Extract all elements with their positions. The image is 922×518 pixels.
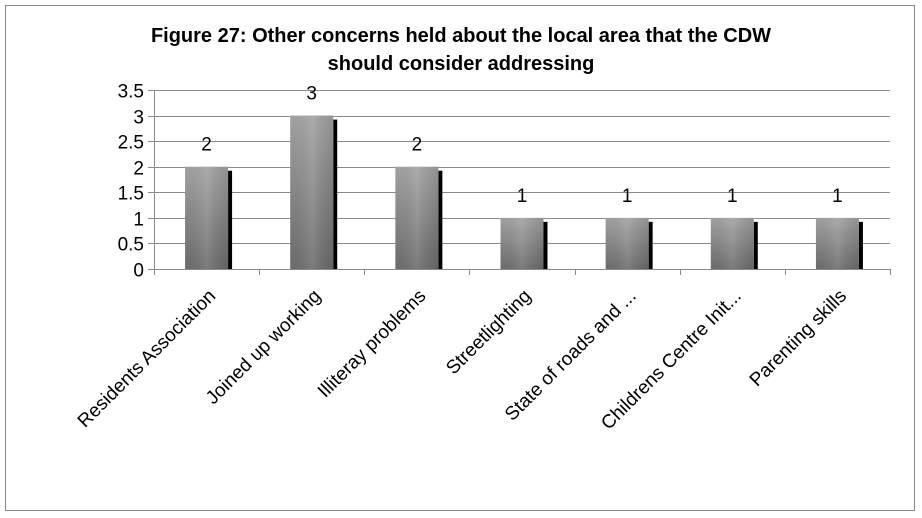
bar-highlight [710,217,754,269]
bar-shadow [858,221,863,269]
bar-shadow [543,221,548,269]
bar-shadow [648,221,653,269]
bar-highlight [185,166,229,269]
chart-title-line1: Figure 27: Other concerns held about the… [150,25,772,47]
x-category-label: Residents Association [74,286,220,432]
y-tick-label: 0 [133,261,144,282]
data-label: 3 [306,84,317,105]
bar-shadow [333,119,338,269]
x-category-label: Joined up working [202,286,325,409]
bar-highlight [815,217,859,269]
x-category-label: Streetlighting [442,286,535,379]
x-category-label: Illiteray problems [314,286,430,402]
x-category-label: Parenting skills [746,286,851,391]
data-label: 2 [201,135,212,156]
y-tick-label: 3.5 [118,82,144,103]
y-tick-label: 2 [133,159,144,180]
bar-shadow [753,221,758,269]
data-label: 1 [517,186,528,207]
bars [185,115,863,269]
y-tick-label: 0.5 [118,235,144,256]
bar-highlight [290,115,334,269]
chart-frame [5,5,915,511]
y-tick-label: 1 [133,210,144,231]
chart-title: Figure 27: Other concerns held about the… [0,22,922,78]
bar-highlight [395,166,439,269]
axes [148,90,891,275]
data-label: 1 [622,186,633,207]
bar-highlight [605,217,649,269]
chart-title-line2: should consider addressing [327,53,595,75]
y-tick-label: 2.5 [118,133,144,154]
data-label: 1 [727,186,738,207]
y-tick-label: 1.5 [118,184,144,205]
bar-shadow [228,170,233,269]
bar-shadow [438,170,443,269]
bar-highlight [500,217,544,269]
gridlines [154,90,890,244]
data-label: 2 [412,135,423,156]
data-label: 1 [832,186,843,207]
y-tick-label: 3 [133,108,144,129]
